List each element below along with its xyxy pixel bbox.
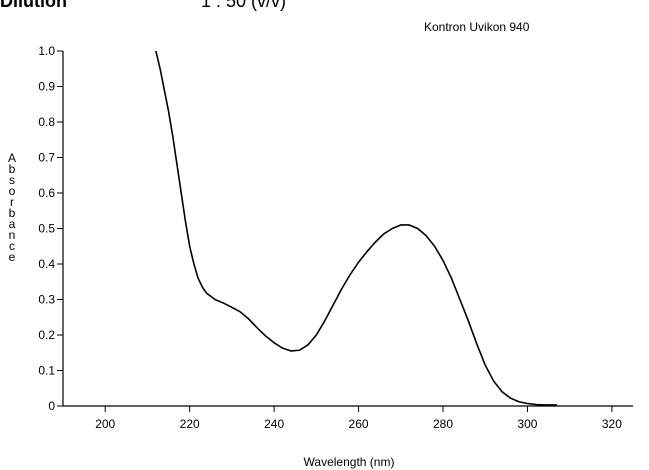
y-axis-label-char: r	[10, 195, 14, 209]
x-tick-label: 280	[433, 417, 453, 431]
chart-axes	[62, 51, 633, 407]
y-tick-label: 0.5	[38, 222, 55, 236]
x-tick-label: 260	[349, 417, 369, 431]
y-axis-label-char: n	[9, 228, 16, 242]
x-tick-label: 300	[517, 417, 537, 431]
y-tick-label: 0	[48, 399, 55, 413]
y-axis-label-char: o	[9, 184, 16, 198]
x-tick-label: 220	[180, 417, 200, 431]
y-tick-label: 0.4	[38, 257, 55, 271]
y-tick-label: 0.2	[38, 328, 55, 342]
y-axis-label-char: c	[9, 239, 15, 253]
absorbance-series-line	[155, 50, 557, 406]
y-axis-ticks: 0 0.1 0.2 0.3 0.4 0.5 0.6 0.7 0.8 0.9 1.0	[38, 44, 63, 413]
y-tick-label: 0.8	[38, 115, 55, 129]
instrument-label: Kontron Uvikon 940	[424, 20, 530, 34]
y-axis-label-char: a	[9, 217, 16, 231]
y-tick-label: 0.3	[38, 293, 55, 307]
x-axis-ticks: 200 220 240 260 280 300 320	[95, 406, 622, 431]
y-tick-label: 1.0	[38, 44, 55, 58]
x-axis-label: Wavelength (nm)	[304, 455, 395, 469]
x-tick-label: 240	[264, 417, 284, 431]
chart-title-left: Dilution	[0, 0, 67, 11]
y-axis-label-char: s	[9, 173, 15, 187]
y-tick-label: 0.6	[38, 186, 55, 200]
y-axis-label-char: e	[9, 250, 16, 264]
y-tick-label: 0.7	[38, 151, 55, 165]
x-tick-label: 200	[95, 417, 115, 431]
y-tick-label: 0.1	[38, 364, 55, 378]
series-group	[155, 50, 557, 406]
y-axis-label-char: A	[8, 151, 16, 165]
x-tick-label: 320	[602, 417, 622, 431]
y-axis-label-char: b	[9, 206, 16, 220]
chart-title-right: 1 : 50 (v/v)	[201, 0, 287, 11]
y-tick-label: 0.9	[38, 80, 55, 94]
y-axis-label-char: b	[9, 162, 16, 176]
